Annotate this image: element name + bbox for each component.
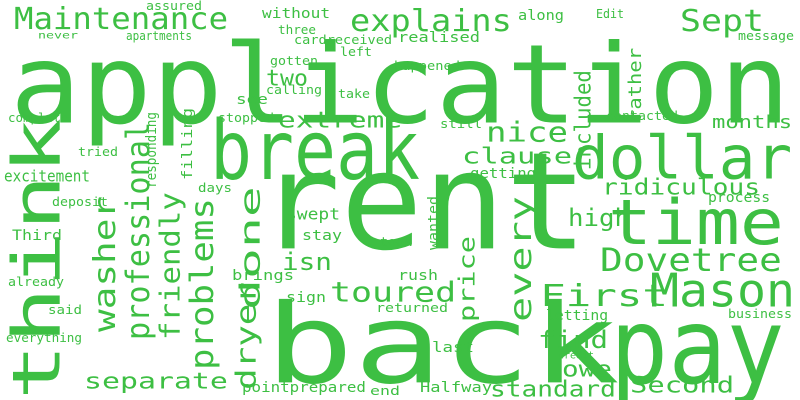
word-never: never (38, 29, 79, 41)
word-responding: responding (142, 111, 160, 188)
word-two: two (266, 65, 308, 91)
word-happened: happened (394, 58, 460, 73)
word-already: already (8, 274, 65, 289)
word-letting: letting (546, 306, 609, 324)
word-mason: Mason (650, 263, 796, 318)
word-pay: pay (610, 285, 785, 400)
word-message: message (738, 28, 795, 43)
word-ridiculous: ridiculous (602, 174, 761, 200)
word-rush: rush (398, 266, 438, 284)
word-business: business (728, 306, 792, 321)
word-high: high (568, 203, 630, 232)
word-dryer: dryer (229, 281, 263, 390)
word-excitement: excitement (4, 166, 91, 186)
word-break: break (210, 102, 421, 199)
word-maintenance: Maintenance (14, 1, 229, 37)
word-friendly: friendly (153, 192, 187, 340)
word-pointprepared: pointprepared (242, 378, 366, 396)
word-owe: owe (562, 356, 612, 382)
word-days: days (198, 180, 232, 195)
word-washer: washer (87, 195, 123, 332)
word-filling: filling (178, 107, 196, 180)
word-rent: rent (258, 122, 588, 281)
word-time: time (608, 186, 784, 259)
word-dovetree: Dovetree (600, 241, 782, 279)
word-problems: problems (183, 198, 221, 370)
word-isn: isn (282, 247, 332, 276)
word-wanted: wanted (424, 195, 442, 250)
word-price: price (454, 235, 480, 322)
word-gotten: gotten (270, 53, 319, 68)
word-back: back (265, 280, 620, 400)
word-took: took (380, 234, 412, 249)
word-months: months (712, 111, 793, 133)
word-along: along (518, 6, 565, 24)
word-returned: returned (376, 300, 448, 315)
word-cardreceived: cardreceived (294, 32, 393, 47)
word-stay: stay (302, 226, 342, 244)
word-left: left (340, 44, 372, 59)
word-credit: credit (558, 349, 595, 361)
word-apartments: apartments (126, 28, 193, 43)
word-take: take (338, 86, 370, 101)
word-stopped: stopped (218, 110, 275, 125)
word-dollar: dollar (572, 122, 793, 193)
word-clause: clause (462, 143, 573, 169)
word-think: think (0, 117, 76, 400)
word-standard: standard (490, 376, 616, 400)
word-first: First (540, 278, 669, 314)
word-every: every (503, 195, 539, 322)
word-process: process (708, 188, 771, 206)
word-swept: swept (286, 204, 341, 224)
word-separate: separate (84, 368, 228, 394)
word-brings: brings (232, 266, 295, 284)
word-last: last (432, 338, 474, 356)
word-explains: explains (350, 3, 512, 39)
word-find: find (538, 325, 608, 354)
word-assured: assured (146, 0, 203, 13)
word-three: three (278, 22, 317, 37)
word-see: see (236, 90, 268, 108)
word-toured: toured (330, 275, 457, 309)
word-extreme: extreme (278, 107, 403, 133)
word-tried: tried (78, 144, 119, 159)
word-included: included (570, 70, 596, 170)
word-still: still (440, 116, 483, 131)
word-third: Third (12, 226, 63, 244)
word-getting: getting (470, 164, 537, 182)
word-contacted: contacted (606, 108, 678, 123)
word-nice: nice (486, 115, 568, 149)
word-second: Second (630, 372, 735, 398)
word-everything: everything (6, 330, 83, 345)
word-said: said (48, 302, 82, 317)
word-sept: Sept (680, 3, 764, 39)
word-without: without (262, 4, 331, 22)
word-halfway: Halfway (420, 378, 493, 396)
word-end: end (370, 383, 400, 398)
word-complete: complete (8, 110, 68, 125)
word-application: application (10, 20, 791, 149)
word-calling: calling (266, 82, 323, 97)
word-realised: realised (398, 28, 480, 46)
word-edit: Edit (596, 6, 624, 21)
word-sign: sign (286, 288, 326, 306)
word-deposit: deposit (52, 194, 109, 209)
